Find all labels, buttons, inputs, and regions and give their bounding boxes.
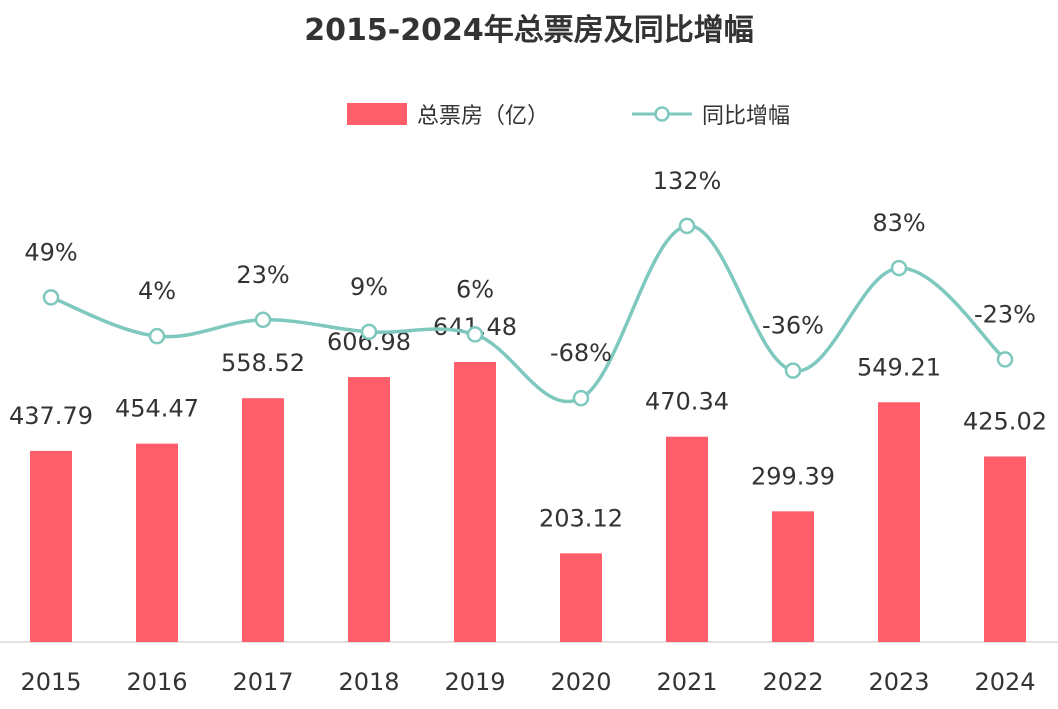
bar-value-label: 425.02: [963, 407, 1047, 435]
bar-value-label: 549.21: [857, 353, 941, 381]
growth-value-label: 9%: [350, 273, 388, 301]
growth-value-label: -68%: [550, 339, 612, 367]
line-markers: [42, 217, 1014, 407]
growth-value-label: 132%: [653, 167, 722, 195]
line-marker: [996, 351, 1014, 368]
legend-bar-swatch: [347, 103, 407, 125]
line-marker: [42, 289, 60, 306]
bar: [984, 456, 1026, 642]
line-marker: [784, 362, 802, 379]
line-marker: [360, 323, 378, 341]
growth-value-label: 49%: [24, 238, 77, 266]
bar-value-label: 454.47: [115, 395, 199, 423]
growth-value-label: 4%: [138, 277, 176, 305]
bar: [242, 398, 284, 642]
bar-value-label: 558.52: [221, 349, 305, 377]
line-marker: [148, 327, 166, 345]
x-tick-label: 2016: [126, 668, 187, 696]
x-tick-label: 2018: [338, 668, 399, 696]
line-marker: [678, 217, 696, 235]
x-tick-label: 2023: [868, 668, 929, 696]
x-tick-label: 2017: [232, 668, 293, 696]
x-tick-label: 2022: [762, 668, 823, 696]
growth-value-label: 83%: [872, 209, 925, 237]
line-marker: [466, 326, 484, 343]
bar-value-label: 203.12: [539, 504, 623, 532]
growth-value-label: 23%: [236, 261, 289, 289]
bar: [30, 450, 72, 642]
legend-bar-label: 总票房（亿）: [417, 104, 549, 129]
bar: [666, 436, 708, 642]
bar-series: [30, 362, 1026, 642]
x-tick-label: 2020: [550, 668, 611, 696]
growth-value-label: -23%: [974, 300, 1036, 328]
chart-title: 2015-2024年总票房及同比增幅: [304, 13, 753, 48]
bar: [136, 443, 178, 642]
bar: [454, 362, 496, 642]
line-marker: [254, 311, 272, 329]
bar: [878, 402, 920, 642]
bar-value-label: 437.79: [9, 402, 93, 430]
legend-line-marker: [654, 106, 670, 122]
bar: [348, 377, 390, 642]
growth-value-label: -36%: [762, 312, 824, 340]
bar-value-label: 470.34: [645, 388, 729, 416]
x-tick-label: 2024: [974, 668, 1035, 696]
line-labels: 49% 4% 23% 9% 6% -68% 132% -36% 83% -23%: [24, 167, 1036, 367]
line-marker: [572, 389, 590, 407]
bar-labels: 437.79454.47558.52606.98641.48203.12470.…: [9, 313, 1047, 532]
bar-value-label: 299.39: [751, 462, 835, 490]
growth-value-label: 6%: [456, 275, 494, 303]
x-tick-label: 2019: [444, 668, 505, 696]
legend: 总票房（亿） 同比增幅: [347, 103, 790, 129]
legend-line-label: 同比增幅: [702, 104, 790, 129]
x-tick-label: 2015: [20, 668, 81, 696]
x-tick-label: 2021: [656, 668, 717, 696]
x-tick-labels: 2015 2016 2017 2018 2019 2020 2021 2022 2023 2024: [20, 668, 1035, 696]
bar: [772, 511, 814, 642]
line-marker: [890, 259, 908, 277]
bar: [560, 553, 602, 642]
